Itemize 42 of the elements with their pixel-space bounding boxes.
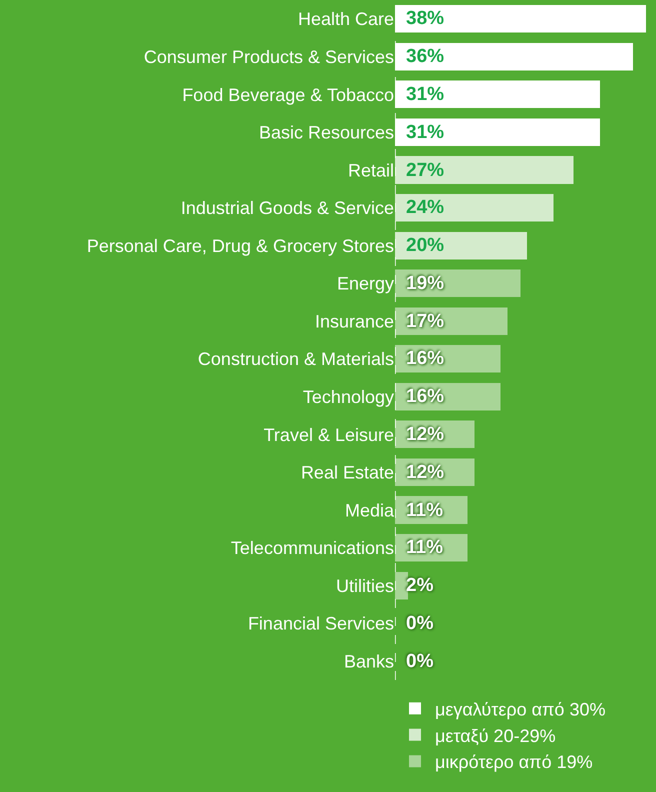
data-label: 2% [406,575,434,596]
y-tick-label: Personal Care, Drug & Grocery Stores [86,236,394,256]
y-tick-label: Insurance [314,311,394,332]
data-label: 16% [406,348,444,369]
y-tick-label: Travel & Leisure [264,424,394,445]
y-tick-label: Industrial Goods & Service [180,198,394,218]
data-label: 11% [406,537,444,558]
data-label: 38% [406,8,444,29]
legend-label: μεγαλύτερο από 30% [435,699,606,720]
data-label: 0% [406,651,434,672]
data-label: 0% [406,613,434,634]
data-label: 31% [406,122,444,143]
y-tick-label: Utilities [336,576,394,596]
data-label: 20% [406,235,444,256]
bar [395,194,554,222]
data-label: 12% [406,462,444,483]
y-tick-label: Food Beverage & Tobacco [182,84,394,105]
data-label: 36% [406,46,444,67]
y-tick-label: Technology [302,386,394,407]
y-tick-label: Construction & Materials [198,349,394,370]
y-tick-label: Financial Services [248,614,394,634]
data-label: 31% [406,84,444,105]
bar [395,156,574,184]
data-label: 17% [406,311,444,332]
legend-label: μεταξύ 20-29% [435,726,556,746]
legend-label: μικρότερο από 19% [435,752,593,772]
data-label: 27% [406,160,444,181]
y-tick-label: Real Estate [300,462,394,483]
data-label: 11% [406,500,444,521]
y-tick-label: Energy [336,274,394,294]
bar [395,232,528,260]
y-tick-label: Health Care [298,9,394,30]
y-tick-label: Basic Resources [258,122,394,143]
y-tick-label: Retail [348,160,394,180]
data-label: 16% [406,386,444,407]
y-tick-label: Consumer Products & Services [144,46,394,67]
y-tick-label: Media [344,500,395,520]
data-label: 19% [406,273,444,294]
y-tick-label: Banks [344,651,394,672]
y-tick-label: Telecommunications [230,538,394,558]
data-label: 12% [406,424,444,445]
data-label: 24% [406,197,444,218]
